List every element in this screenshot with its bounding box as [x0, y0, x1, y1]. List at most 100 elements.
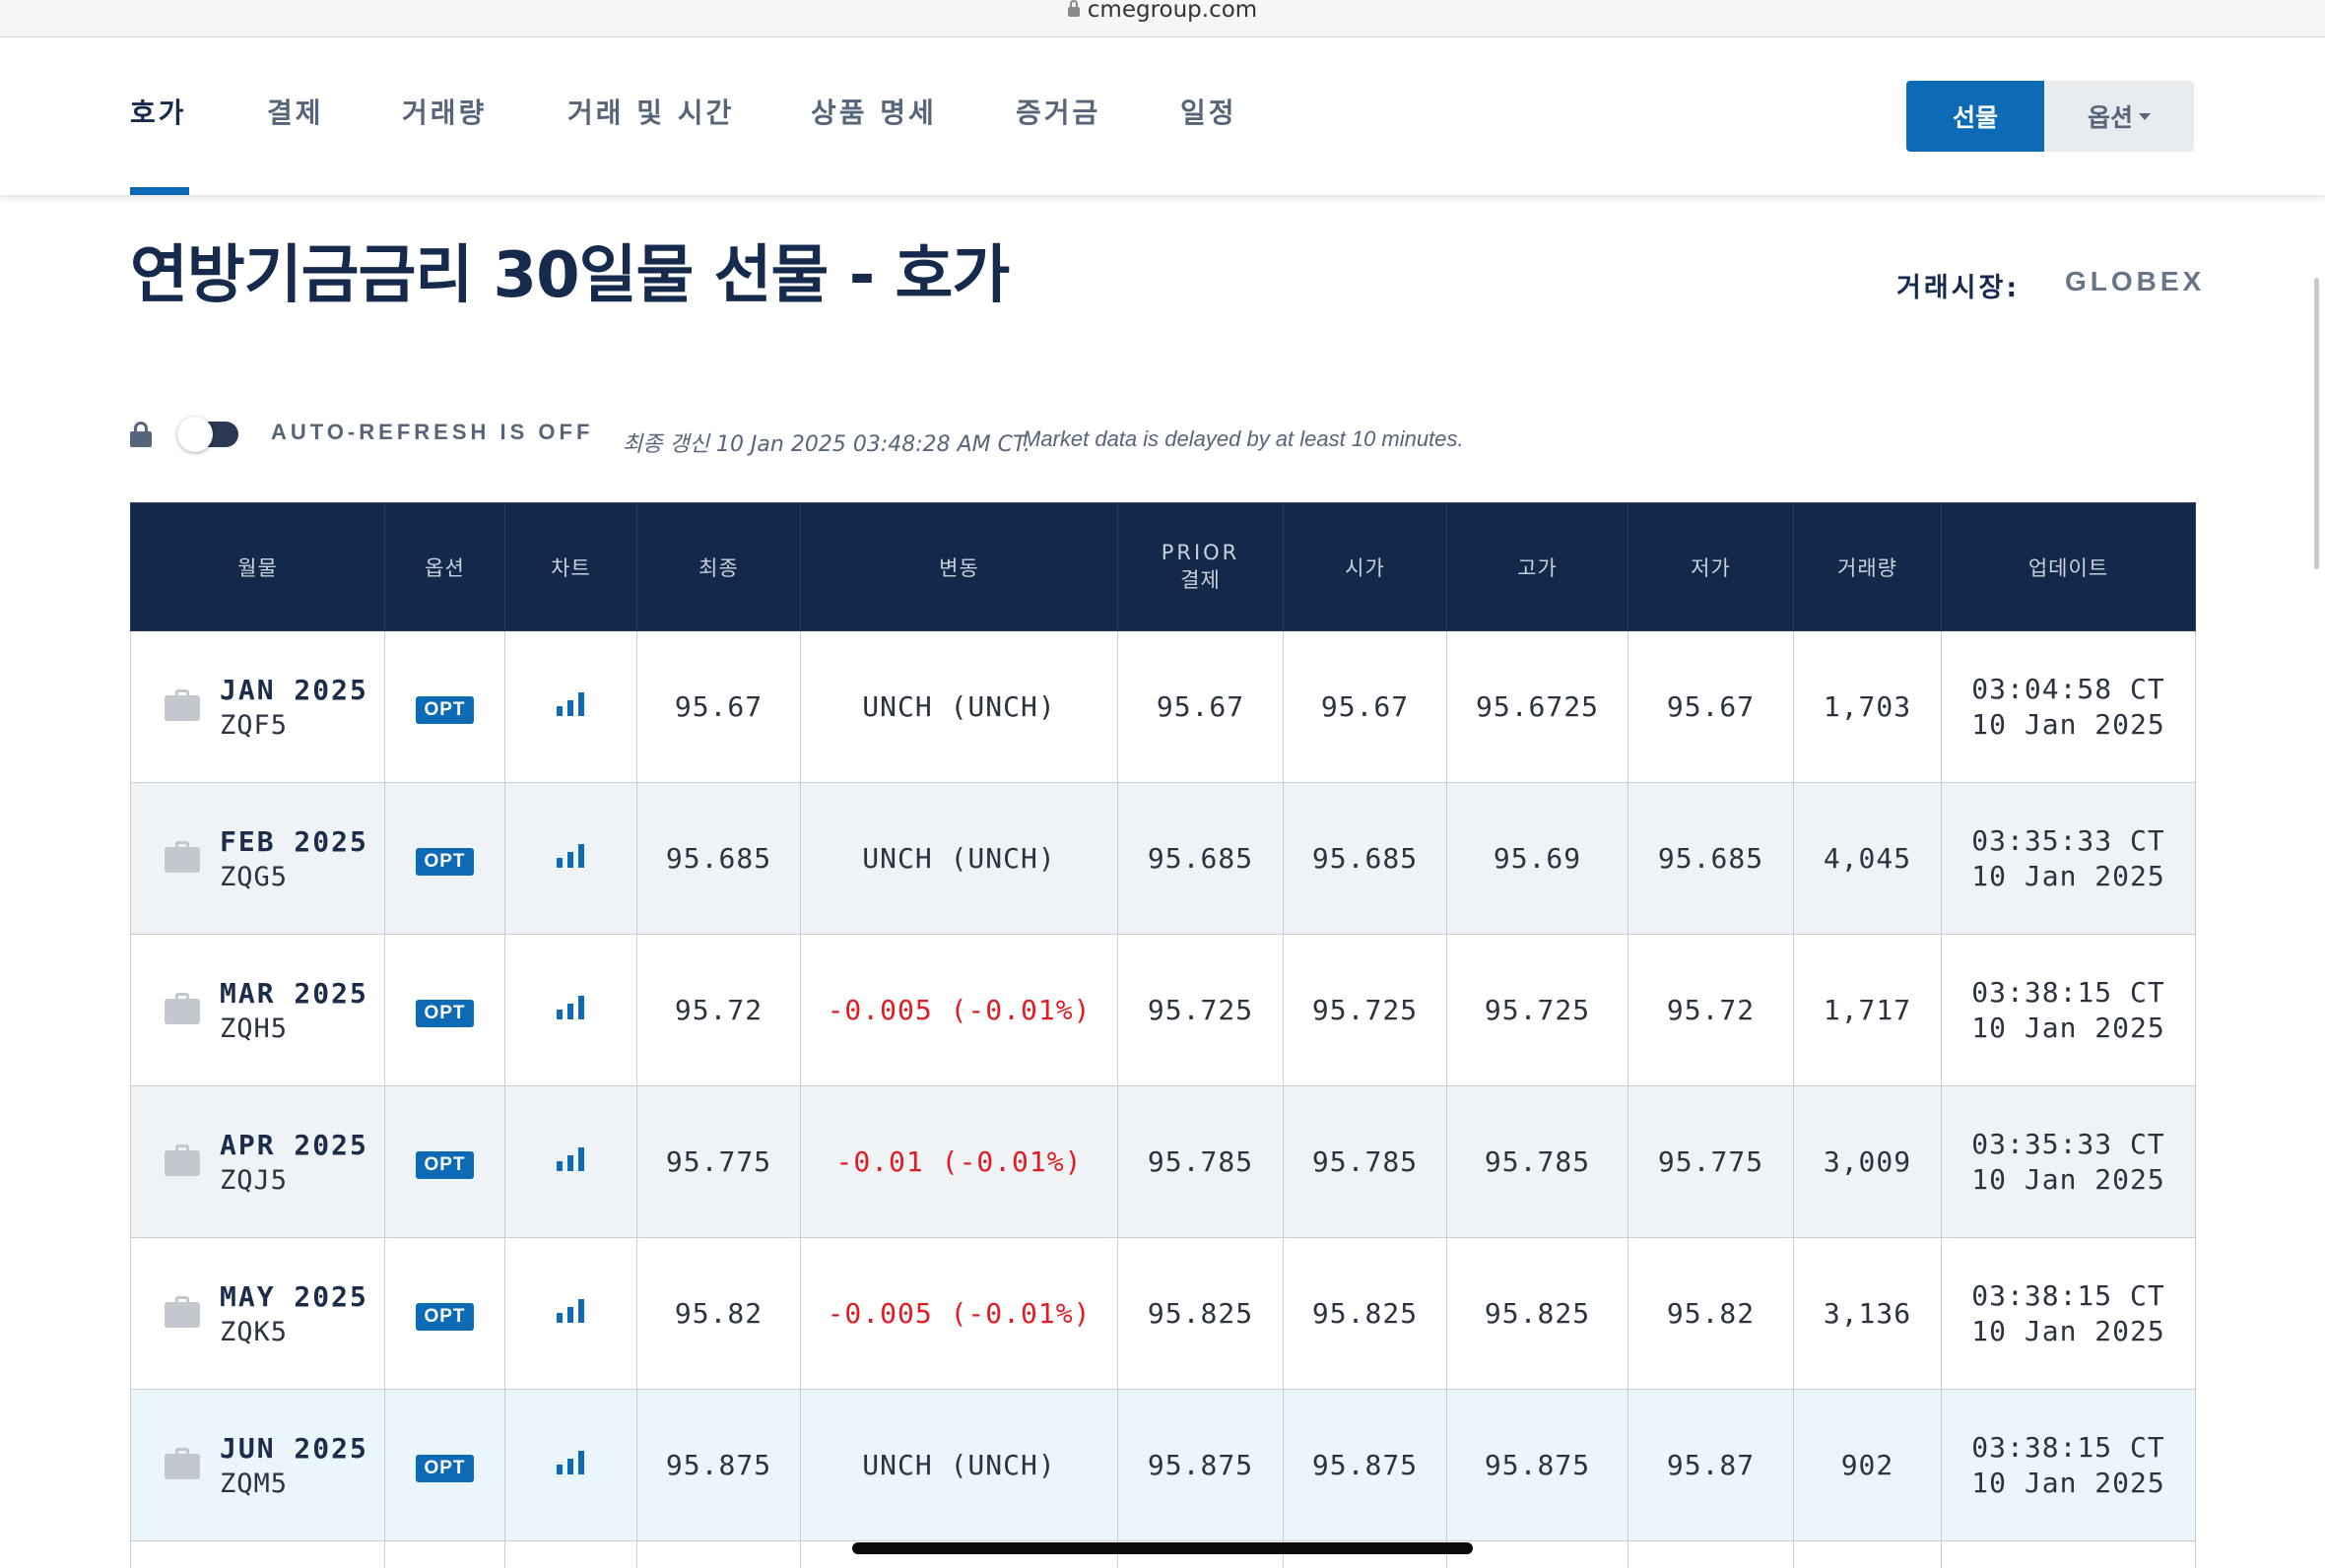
- briefcase-icon[interactable]: [165, 992, 200, 1024]
- browser-url-bar[interactable]: cmegroup.com: [0, 0, 2325, 37]
- high-price: 95.725: [1446, 934, 1628, 1086]
- chart-cell: [504, 1237, 637, 1390]
- header-change[interactable]: 변동: [800, 502, 1118, 631]
- header-high[interactable]: 고가: [1446, 502, 1628, 631]
- product-nav: 호가 결제 거래량 거래 및 시간 상품 명세 증거금 일정 선물 옵션: [0, 37, 2325, 195]
- auto-refresh-status: AUTO-REFRESH IS OFF: [271, 420, 594, 444]
- contract-month[interactable]: MAY 2025: [220, 1279, 368, 1313]
- prior-settle: 95.785: [1117, 1085, 1284, 1238]
- tab-quotes[interactable]: 호가: [130, 97, 187, 129]
- update-time: 03:38:15 CT: [1971, 975, 2165, 1009]
- table-row: MAY 2025 ZQK5 OPT 95.82 -0.005 (-0.01%) …: [130, 1237, 2196, 1390]
- month-cell: JAN 2025 ZQF5: [130, 630, 385, 783]
- table-row: JUN 2025 ZQM5 OPT 95.875 UNCH (UNCH) 95.…: [130, 1389, 2196, 1541]
- prior-settle: 95.875: [1117, 1389, 1284, 1541]
- cell: [130, 1540, 385, 1568]
- open-price: 95.875: [1283, 1389, 1447, 1541]
- update-time: 03:35:33 CT: [1971, 823, 2165, 857]
- tab-settlements[interactable]: 결제: [267, 97, 324, 129]
- last-price: 95.82: [636, 1237, 801, 1390]
- update-time: 03:04:58 CT: [1971, 672, 2165, 705]
- options-label: 옵션: [2087, 103, 2133, 132]
- venue-value: GLOBEX: [2065, 266, 2206, 296]
- high-price: 95.875: [1446, 1389, 1628, 1541]
- change-value: UNCH (UNCH): [800, 782, 1118, 935]
- prior-settle: 95.67: [1117, 630, 1284, 783]
- header-updated[interactable]: 업데이트: [1941, 502, 2196, 631]
- contract-code: ZQF5: [220, 709, 289, 741]
- low-price: 95.72: [1628, 934, 1794, 1086]
- contract-month[interactable]: FEB 2025: [220, 824, 368, 858]
- low-price: 95.67: [1628, 630, 1794, 783]
- briefcase-icon[interactable]: [165, 840, 200, 873]
- options-cell: OPT: [384, 782, 505, 935]
- header-last[interactable]: 최종: [636, 502, 801, 631]
- briefcase-icon[interactable]: [165, 688, 200, 721]
- change-value: -0.005 (-0.01%): [800, 934, 1118, 1086]
- contract-month[interactable]: APR 2025: [220, 1128, 368, 1161]
- header-low[interactable]: 저가: [1628, 502, 1794, 631]
- header-volume[interactable]: 거래량: [1793, 502, 1942, 631]
- month-cell: JUN 2025 ZQM5: [130, 1389, 385, 1541]
- options-cell: OPT: [384, 630, 505, 783]
- cell: [1628, 1540, 1794, 1568]
- briefcase-icon[interactable]: [165, 1295, 200, 1328]
- auto-refresh-toggle[interactable]: [177, 417, 238, 452]
- opt-button[interactable]: OPT: [416, 696, 474, 724]
- tab-time-and-sales[interactable]: 거래 및 시간: [567, 97, 735, 129]
- bar-chart-icon[interactable]: [556, 996, 586, 1019]
- contract-code: ZQK5: [220, 1316, 289, 1347]
- options-dropdown-button[interactable]: 옵션: [2044, 81, 2194, 152]
- page-title: 연방기금금리 30일물 선물 - 호가: [130, 239, 1010, 312]
- tab-margins[interactable]: 증거금: [1016, 97, 1101, 129]
- url-display[interactable]: cmegroup.com: [0, 0, 2325, 22]
- briefcase-icon[interactable]: [165, 1143, 200, 1176]
- futures-toggle-button[interactable]: 선물: [1906, 81, 2044, 152]
- updated-cell: 03:38:15 CT 10 Jan 2025: [1941, 934, 2196, 1086]
- bar-chart-icon[interactable]: [556, 844, 586, 868]
- page-scrollbar[interactable]: [2314, 278, 2319, 569]
- high-price: 95.825: [1446, 1237, 1628, 1390]
- last-price: 95.72: [636, 934, 801, 1086]
- bar-chart-icon[interactable]: [556, 1299, 586, 1323]
- low-price: 95.82: [1628, 1237, 1794, 1390]
- tab-contract-specs[interactable]: 상품 명세: [811, 97, 937, 129]
- tab-calendar[interactable]: 일정: [1180, 97, 1237, 129]
- contract-month[interactable]: MAR 2025: [220, 976, 368, 1010]
- prior-settle: 95.685: [1117, 782, 1284, 935]
- opt-button[interactable]: OPT: [416, 1303, 474, 1331]
- options-cell: OPT: [384, 1085, 505, 1238]
- bar-chart-icon[interactable]: [556, 1451, 586, 1474]
- updated-cell: 03:38:15 CT 10 Jan 2025: [1941, 1389, 2196, 1541]
- briefcase-icon[interactable]: [165, 1447, 200, 1479]
- high-price: 95.69: [1446, 782, 1628, 935]
- tab-volume[interactable]: 거래량: [402, 97, 488, 129]
- opt-button[interactable]: OPT: [416, 848, 474, 876]
- home-indicator[interactable]: [852, 1542, 1473, 1554]
- bar-chart-icon[interactable]: [556, 1147, 586, 1171]
- open-price: 95.825: [1283, 1237, 1447, 1390]
- lock-icon: [130, 422, 152, 447]
- opt-button[interactable]: OPT: [416, 1151, 474, 1179]
- header-month[interactable]: 월물: [130, 502, 385, 631]
- url-text: cmegroup.com: [1087, 0, 1258, 23]
- header-prior-settle[interactable]: PRIOR 결제: [1117, 502, 1284, 631]
- options-cell: OPT: [384, 1237, 505, 1390]
- contract-month[interactable]: JUN 2025: [220, 1431, 368, 1465]
- bar-chart-icon[interactable]: [556, 692, 586, 716]
- table-row: APR 2025 ZQJ5 OPT 95.775 -0.01 (-0.01%) …: [130, 1085, 2196, 1238]
- header-prior-line2: 결제: [1180, 567, 1221, 592]
- change-value: -0.01 (-0.01%): [800, 1085, 1118, 1238]
- opt-button[interactable]: OPT: [416, 1000, 474, 1027]
- table-row-partial: [130, 1540, 2196, 1568]
- opt-button[interactable]: OPT: [416, 1455, 474, 1482]
- updated-cell: 03:04:58 CT 10 Jan 2025: [1941, 630, 2196, 783]
- contract-month[interactable]: JAN 2025: [220, 673, 368, 706]
- change-value: UNCH (UNCH): [800, 630, 1118, 783]
- low-price: 95.87: [1628, 1389, 1794, 1541]
- contract-code: ZQG5: [220, 861, 289, 892]
- update-date: 10 Jan 2025: [1971, 1314, 2165, 1347]
- chart-cell: [504, 1085, 637, 1238]
- cell: [1446, 1540, 1628, 1568]
- header-open[interactable]: 시가: [1283, 502, 1447, 631]
